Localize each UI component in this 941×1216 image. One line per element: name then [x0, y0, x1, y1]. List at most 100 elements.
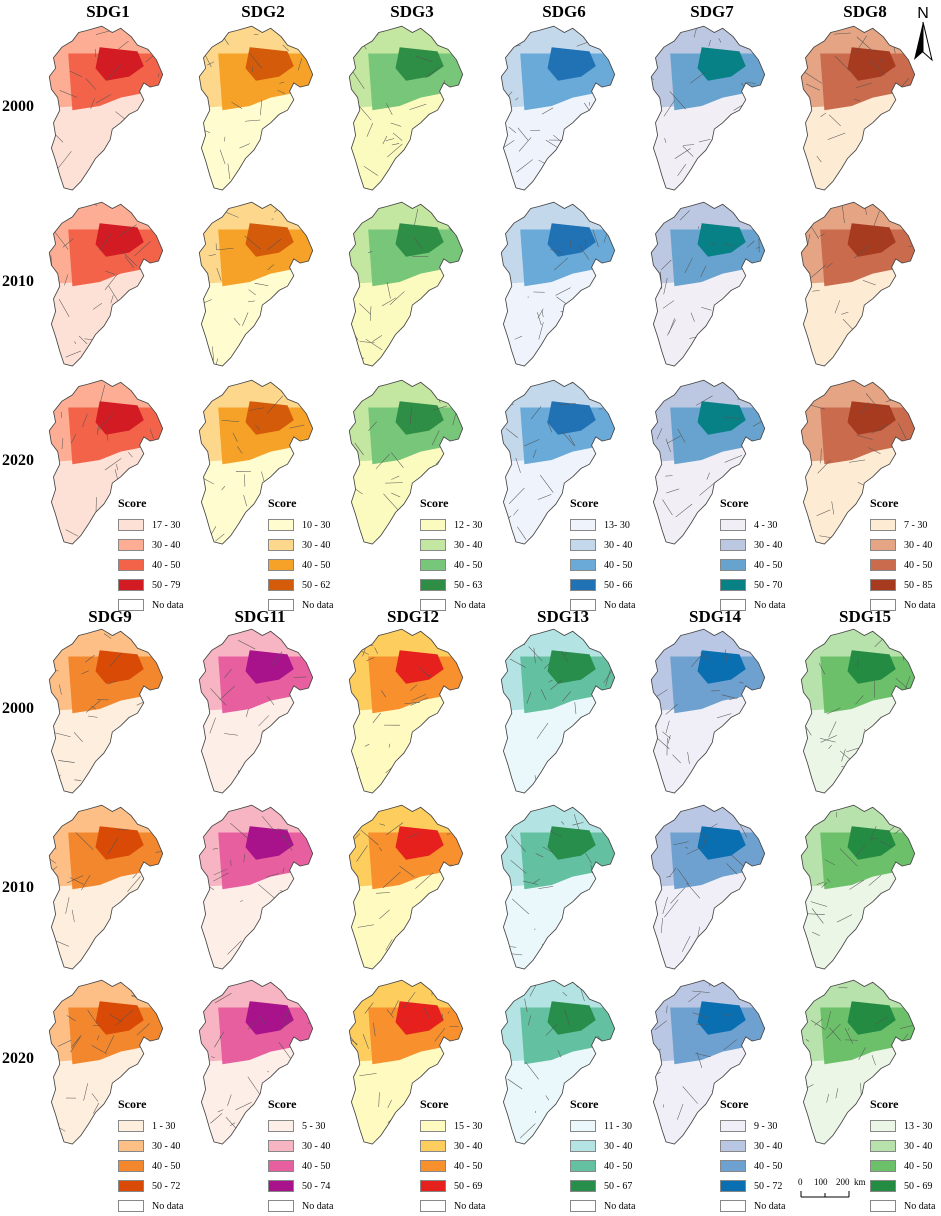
legend-swatch [268, 1140, 294, 1152]
legend-label: 50 - 85 [904, 580, 932, 591]
legend-swatch-nodata [870, 599, 896, 611]
year-label-2000-top: 2000 [2, 98, 34, 116]
legend-sdg2: Score 10 - 30 30 - 40 40 - 50 50 - 62 No… [268, 496, 380, 615]
legend-label: 50 - 67 [604, 1181, 632, 1192]
legend-title: Score [268, 496, 380, 511]
legend-title: Score [420, 1097, 532, 1112]
legend-label: 30 - 40 [904, 540, 932, 551]
map-sdg6-2000 [492, 22, 632, 195]
legend-label: 50 - 62 [302, 580, 330, 591]
legend-swatch [570, 519, 596, 531]
map-sdg12-2000 [340, 625, 480, 798]
legend-swatch [570, 579, 596, 591]
legend-label: 30 - 40 [152, 1141, 180, 1152]
map-sdg8-2010 [792, 198, 932, 371]
title-sdg6: SDG6 [504, 2, 624, 22]
map-sdg6-2010 [492, 198, 632, 371]
title-sdg1: SDG1 [48, 2, 168, 22]
legend-swatch [118, 1140, 144, 1152]
legend-label: 10 - 30 [302, 520, 330, 531]
legend-label: 11 - 30 [604, 1121, 632, 1132]
legend-swatch [720, 579, 746, 591]
legend-swatch [118, 1160, 144, 1172]
legend-swatch [870, 579, 896, 591]
legend-title: Score [570, 496, 682, 511]
map-sdg7-2000 [642, 22, 782, 195]
legend-label-nodata: No data [604, 600, 635, 611]
legend-label: 12 - 30 [454, 520, 482, 531]
legend-swatch [570, 539, 596, 551]
scale-bar-line [796, 1189, 856, 1201]
legend-title: Score [118, 1097, 230, 1112]
legend-label-nodata: No data [754, 600, 785, 611]
scale-unit: km [854, 1177, 866, 1187]
legend-swatch [420, 1120, 446, 1132]
legend-swatch [118, 579, 144, 591]
legend-swatch [118, 559, 144, 571]
legend-swatch [720, 539, 746, 551]
legend-label: 30 - 40 [754, 540, 782, 551]
map-sdg13-2000 [492, 625, 632, 798]
legend-swatch [870, 1140, 896, 1152]
legend-label: 13 - 30 [904, 1121, 932, 1132]
legend-label: 30 - 40 [604, 1141, 632, 1152]
legend-swatch [720, 1160, 746, 1172]
north-label: N [917, 5, 929, 22]
legend-swatch [118, 1120, 144, 1132]
legend-swatch [720, 1140, 746, 1152]
legend-label: 50 - 69 [454, 1181, 482, 1192]
legend-label: 50 - 70 [754, 580, 782, 591]
legend-swatch [268, 559, 294, 571]
legend-label: 40 - 50 [904, 560, 932, 571]
legend-label: 30 - 40 [754, 1141, 782, 1152]
legend-swatch [570, 559, 596, 571]
scale-tick-0: 0 [798, 1177, 803, 1187]
legend-swatch [570, 1180, 596, 1192]
legend-label: 40 - 50 [604, 1161, 632, 1172]
legend-swatch [420, 539, 446, 551]
legend-swatch [570, 1160, 596, 1172]
legend-sdg13: Score 11 - 30 30 - 40 40 - 50 50 - 67 No… [570, 1097, 682, 1216]
map-sdg14-2000 [642, 625, 782, 798]
legend-label: 30 - 40 [454, 540, 482, 551]
scale-tick-200: 200 [836, 1177, 850, 1187]
legend-label: 50 - 72 [754, 1181, 782, 1192]
legend-label: 30 - 40 [302, 540, 330, 551]
legend-swatch [870, 559, 896, 571]
legend-label-nodata: No data [904, 600, 935, 611]
legend-swatch-nodata [268, 599, 294, 611]
north-arrow-icon: N [910, 2, 936, 64]
legend-sdg8: Score 7 - 30 30 - 40 40 - 50 50 - 85 No … [870, 496, 940, 615]
legend-label: 17 - 30 [152, 520, 180, 531]
legend-swatch [268, 1120, 294, 1132]
legend-swatch [870, 519, 896, 531]
legend-title: Score [720, 496, 832, 511]
legend-title: Score [268, 1097, 380, 1112]
legend-swatch [420, 579, 446, 591]
map-sdg2-2000 [190, 22, 330, 195]
legend-swatch-nodata [268, 1200, 294, 1212]
legend-label: 5 - 30 [302, 1121, 325, 1132]
legend-label: 30 - 40 [904, 1141, 932, 1152]
legend-label-nodata: No data [302, 600, 333, 611]
legend-label: 40 - 50 [904, 1161, 932, 1172]
legend-label: 40 - 50 [454, 560, 482, 571]
legend-swatch [420, 519, 446, 531]
year-label-2010-top: 2010 [2, 273, 34, 291]
legend-swatch [420, 1180, 446, 1192]
legend-swatch [720, 519, 746, 531]
map-sdg2-2010 [190, 198, 330, 371]
legend-title: Score [870, 1097, 940, 1112]
legend-sdg6: Score 13- 30 30 - 40 40 - 50 50 - 66 No … [570, 496, 682, 615]
legend-label-nodata: No data [454, 600, 485, 611]
legend-swatch-nodata [118, 1200, 144, 1212]
map-sdg3-2000 [340, 22, 480, 195]
legend-label: 50 - 72 [152, 1181, 180, 1192]
legend-label: 50 - 63 [454, 580, 482, 591]
legend-label: 30 - 40 [454, 1141, 482, 1152]
legend-swatch [870, 1120, 896, 1132]
legend-swatch [870, 1160, 896, 1172]
legend-label: 40 - 50 [302, 560, 330, 571]
legend-label: 1 - 30 [152, 1121, 175, 1132]
map-sdg12-2010 [340, 801, 480, 974]
